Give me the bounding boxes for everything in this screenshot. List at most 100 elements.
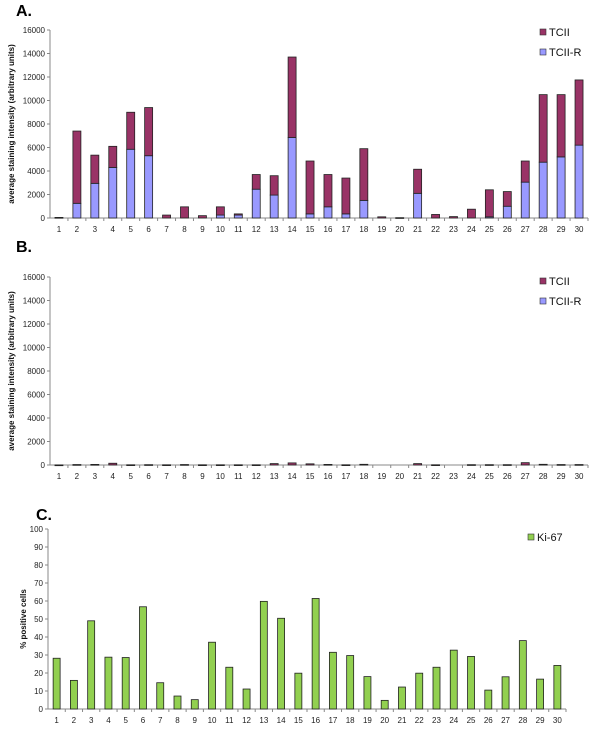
x-tick-label: 5 — [123, 716, 128, 725]
y-tick-label: 70 — [34, 579, 43, 588]
bar-tcii — [520, 160, 530, 183]
bar-tcii-r — [287, 137, 297, 219]
y-tick-label: 12000 — [23, 73, 46, 82]
bar-tcii — [359, 148, 369, 201]
bar-tcii — [251, 464, 261, 466]
bar-tcii — [90, 464, 100, 466]
bar-tcii — [538, 463, 548, 466]
y-tick-label: 20 — [34, 669, 43, 678]
bar-tcii — [126, 464, 136, 466]
bar-tcii-r — [251, 188, 261, 219]
bar-tcii — [126, 111, 136, 150]
bar-ki-67 — [311, 598, 320, 710]
y-tick-label: 0 — [41, 461, 46, 470]
x-tick-label: 13 — [270, 472, 279, 481]
x-tick-label: 15 — [306, 472, 315, 481]
x-tick-label: 14 — [277, 716, 286, 725]
x-tick-label: 30 — [553, 716, 562, 725]
panel-b: B. 0 2000 4000 6000 8000 10000 12000 14000 16000 a… — [7, 239, 589, 481]
bar-ki-67 — [398, 686, 406, 710]
bar-tcii — [341, 464, 351, 466]
y-tick-label: 6000 — [27, 391, 45, 400]
x-tick-label: 6 — [146, 225, 151, 234]
x-tick-label: 14 — [288, 225, 297, 234]
x-tick-label: 5 — [128, 225, 133, 234]
x-tick-label: 5 — [128, 472, 133, 481]
bar-ki-67 — [225, 666, 234, 710]
x-tick-label: 23 — [432, 716, 441, 725]
bar-tcii — [377, 216, 387, 219]
x-tick-label: 25 — [467, 716, 476, 725]
x-tick-label: 23 — [449, 225, 458, 234]
bar-tcii — [556, 94, 566, 158]
x-tick-label: 28 — [518, 716, 527, 725]
bar-tcii-r — [144, 155, 154, 219]
x-tick-label: 26 — [503, 472, 512, 481]
bar-tcii — [144, 464, 154, 466]
legend-label: TCII-R — [549, 296, 581, 308]
x-tick-label: 25 — [485, 472, 494, 481]
x-tick-label: 28 — [539, 225, 548, 234]
x-tick-label: 12 — [252, 472, 261, 481]
bar-tcii — [574, 79, 584, 146]
bar-tcii — [574, 464, 584, 466]
y-tick-label: 2000 — [27, 438, 45, 447]
panel-c: C. 0 10 20 30 40 50 60 70 80 90 100 % positive cells… — [19, 507, 567, 725]
x-tick-label: 4 — [106, 716, 111, 725]
legend-swatch — [539, 28, 547, 36]
y-tick-label: 100 — [30, 525, 44, 534]
x-tick-label: 15 — [306, 225, 315, 234]
bar-tcii-r — [556, 156, 566, 219]
x-tick-label: 17 — [328, 716, 337, 725]
x-tick-label: 18 — [346, 716, 355, 725]
x-tick-label: 19 — [377, 225, 386, 234]
x-tick-label: 29 — [536, 716, 545, 725]
x-tick-label: 7 — [158, 716, 163, 725]
legend-label: TCII — [549, 276, 570, 288]
bar-tcii — [305, 463, 315, 466]
bar-tcii — [180, 464, 189, 466]
x-tick-label: 29 — [557, 225, 566, 234]
x-tick-label: 18 — [359, 472, 368, 481]
y-tick-label: 0 — [39, 705, 44, 714]
bar-tcii — [305, 160, 315, 215]
y-tick-label: 12000 — [23, 320, 46, 329]
bar-tcii — [413, 168, 423, 194]
x-tick-label: 21 — [413, 472, 422, 481]
bar-ki-67 — [70, 679, 78, 710]
y-tick-label: 8000 — [27, 120, 45, 129]
bar-ki-67 — [518, 640, 527, 710]
x-tick-label: 13 — [270, 225, 279, 234]
y-tick-label: 6000 — [27, 144, 45, 153]
x-tick-label: 14 — [288, 472, 297, 481]
bar-tcii-r — [323, 206, 333, 219]
bar-tcii-r — [108, 167, 118, 219]
x-tick-label: 23 — [449, 472, 458, 481]
y-tick-label: 80 — [34, 561, 43, 570]
x-tick-label: 8 — [175, 716, 180, 725]
x-tick-label: 10 — [208, 716, 217, 725]
bar-ki-67 — [173, 695, 182, 710]
panel-title: A. — [16, 3, 32, 20]
x-tick-label: 11 — [225, 716, 234, 725]
bar-tcii — [431, 464, 440, 466]
bar-tcii — [269, 463, 279, 466]
x-tick-label: 19 — [363, 716, 372, 725]
bar-tcii-r — [305, 213, 315, 219]
bar-tcii — [467, 464, 476, 466]
x-tick-label: 24 — [449, 716, 458, 725]
x-tick-label: 25 — [485, 225, 494, 234]
bar-ki-67 — [277, 617, 286, 710]
y-tick-label: 16000 — [23, 273, 46, 282]
bar-tcii — [484, 464, 494, 466]
x-tick-label: 16 — [324, 472, 333, 481]
legend-swatch — [539, 48, 547, 56]
x-tick-label: 16 — [324, 225, 333, 234]
bar-ki-67 — [432, 666, 441, 710]
x-tick-label: 8 — [182, 225, 187, 234]
bar-ki-67 — [242, 688, 251, 710]
x-tick-label: 7 — [164, 472, 169, 481]
bar-ki-67 — [346, 655, 355, 710]
x-tick-label: 9 — [200, 225, 205, 234]
